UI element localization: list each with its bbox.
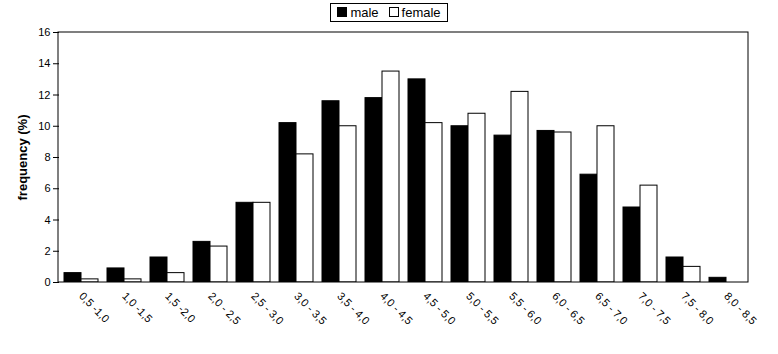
svg-text:frequency (%): frequency (%) — [15, 115, 30, 201]
svg-text:2: 2 — [44, 245, 50, 257]
svg-text:10: 10 — [38, 120, 50, 132]
svg-text:4: 4 — [44, 214, 50, 226]
svg-text:3,5 - 4,0: 3,5 - 4,0 — [335, 290, 372, 327]
svg-text:2,0 - 2,5: 2,0 - 2,5 — [206, 290, 243, 327]
svg-text:8,0 - 8,5: 8,0 - 8,5 — [722, 290, 759, 327]
svg-text:7,0 - 7,5: 7,0 - 7,5 — [636, 290, 673, 327]
svg-text:7,5 - 8,0: 7,5 - 8,0 — [679, 290, 716, 327]
svg-text:16: 16 — [38, 26, 50, 38]
svg-text:6,5 - 7,0: 6,5 - 7,0 — [593, 290, 630, 327]
svg-text:6,0 - 6,5: 6,0 - 6,5 — [550, 290, 587, 327]
svg-text:12: 12 — [38, 89, 50, 101]
html-text:female: female — [401, 4, 441, 20]
html-text:male: male — [350, 4, 379, 20]
svg-text:2,5 - 3,0: 2,5 - 3,0 — [249, 290, 286, 327]
svg-text:1,5 -2,0: 1,5 -2,0 — [163, 290, 198, 325]
svg-text:4,0 - 4,5: 4,0 - 4,5 — [378, 290, 415, 327]
svg-text:0,5 -1,0: 0,5 -1,0 — [77, 290, 112, 325]
svg-text:0: 0 — [44, 276, 50, 288]
svg-text:5,0 - 5,5: 5,0 - 5,5 — [464, 290, 501, 327]
svg-text:3,0 - 3,5: 3,0 - 3,5 — [292, 290, 329, 327]
svg-text:5,5 - 6,0: 5,5 - 6,0 — [507, 290, 544, 327]
svg-text:1,0 -1,5: 1,0 -1,5 — [120, 290, 155, 325]
svg-text:6: 6 — [44, 182, 50, 194]
svg-text:8: 8 — [44, 151, 50, 163]
svg-text:14: 14 — [38, 57, 50, 69]
svg-text:4,5 - 5,0: 4,5 - 5,0 — [421, 290, 458, 327]
